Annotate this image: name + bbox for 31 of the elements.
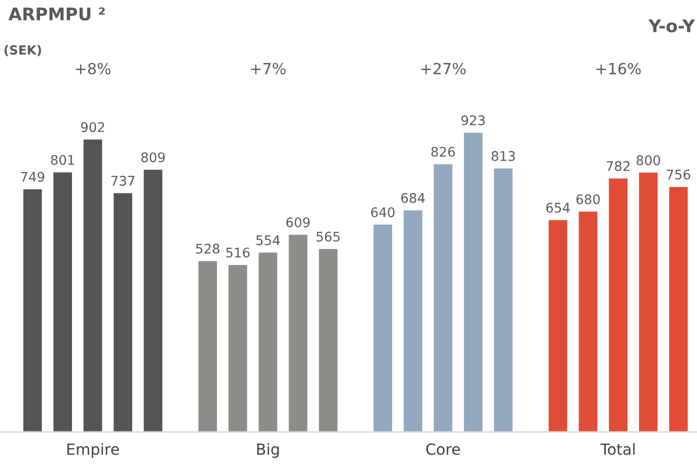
data-label: 813 — [492, 151, 515, 162]
data-label: 640 — [371, 207, 395, 218]
data-label: 609 — [286, 217, 310, 228]
data-label: 737 — [111, 176, 134, 186]
x-tick-label: Core — [426, 443, 460, 455]
text: +27% — [421, 62, 466, 74]
text: +8% — [76, 62, 110, 74]
text: +16% — [596, 62, 641, 74]
data-label: 902 — [81, 122, 104, 132]
data-label: 516 — [226, 248, 250, 258]
data-label: 809 — [141, 152, 165, 162]
data-label: 801 — [50, 154, 74, 165]
data-label: 782 — [606, 161, 630, 172]
chart-subtitle: (SEK) — [4, 45, 42, 56]
data-label: 800 — [636, 155, 660, 166]
text: Y-o-Y — [648, 19, 696, 32]
data-label: 565 — [316, 232, 340, 242]
data-label: 756 — [666, 170, 690, 180]
x-tick-label: Total — [600, 443, 635, 455]
data-label: 554 — [256, 235, 280, 246]
data-label: 923 — [461, 115, 485, 126]
data-label: 528 — [196, 244, 220, 254]
chart-title: ARPMPU ² — [8, 7, 105, 21]
text: +7% — [251, 62, 286, 74]
x-tick-label: Big — [257, 443, 279, 458]
data-label: 684 — [401, 192, 425, 203]
data-label: 680 — [576, 194, 600, 204]
data-label: 654 — [546, 202, 570, 213]
data-label: 826 — [431, 146, 455, 157]
data-label: 749 — [21, 172, 44, 182]
x-tick-label: Empire — [67, 443, 119, 458]
